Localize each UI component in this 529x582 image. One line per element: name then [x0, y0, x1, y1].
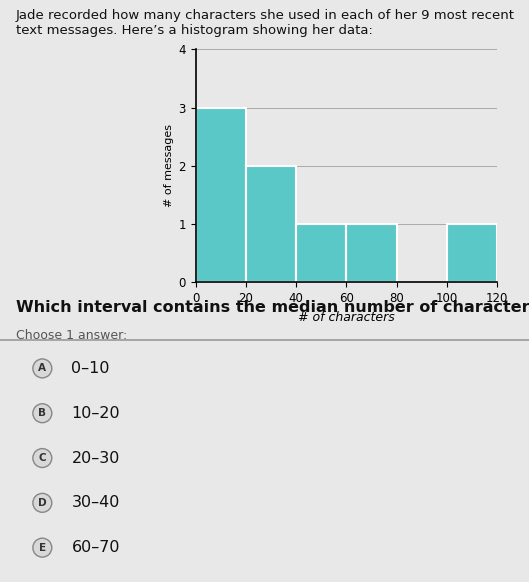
Text: Jade recorded how many characters she used in each of her 9 most recent: Jade recorded how many characters she us… — [16, 9, 515, 22]
Bar — [447, 224, 497, 282]
Text: 0–10: 0–10 — [71, 361, 110, 376]
Circle shape — [33, 449, 52, 467]
Text: B: B — [38, 408, 47, 418]
Text: C: C — [39, 453, 46, 463]
Bar — [246, 166, 296, 282]
Text: Choose 1 answer:: Choose 1 answer: — [16, 329, 127, 342]
Circle shape — [33, 538, 52, 557]
Bar — [346, 224, 397, 282]
Bar — [196, 108, 246, 282]
Circle shape — [33, 359, 52, 378]
Text: D: D — [38, 498, 47, 508]
Text: E: E — [39, 542, 46, 553]
Bar — [296, 224, 346, 282]
X-axis label: # of characters: # of characters — [298, 311, 395, 324]
Text: Which interval contains the median number of characters?: Which interval contains the median numbe… — [16, 300, 529, 315]
Circle shape — [33, 404, 52, 423]
Text: text messages. Here’s a histogram showing her data:: text messages. Here’s a histogram showin… — [16, 24, 373, 37]
Text: 10–20: 10–20 — [71, 406, 120, 421]
Text: 60–70: 60–70 — [71, 540, 120, 555]
Text: 20–30: 20–30 — [71, 450, 120, 466]
Text: A: A — [38, 363, 47, 374]
Y-axis label: # of messages: # of messages — [165, 125, 175, 207]
Text: 30–40: 30–40 — [71, 495, 120, 510]
Circle shape — [33, 494, 52, 512]
